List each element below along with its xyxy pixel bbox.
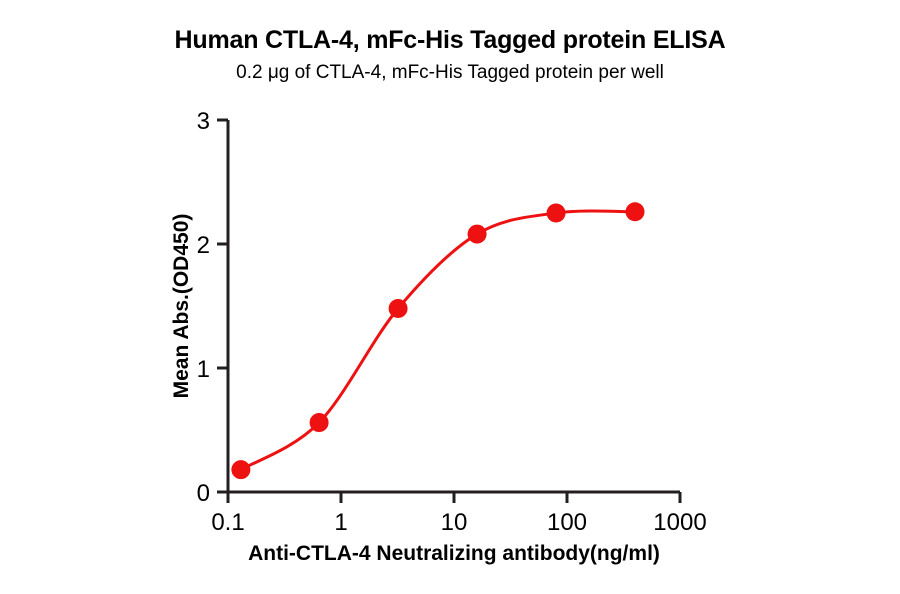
x-axis-title: Anti-CTLA-4 Neutralizing antibody(ng/ml) bbox=[248, 542, 660, 565]
data-point bbox=[231, 460, 251, 480]
data-point bbox=[625, 202, 645, 222]
x-tick-label: 1000 bbox=[653, 509, 706, 536]
x-axis-ticks: 0.1 1 10 100 1000 bbox=[211, 492, 707, 536]
chart-subtitle: 0.2 μg of CTLA-4, mFc-His Tagged protein… bbox=[236, 62, 664, 83]
data-point bbox=[309, 413, 329, 433]
x-tick-label: 1 bbox=[334, 509, 347, 536]
x-tick-label: 10 bbox=[441, 509, 468, 536]
axis-lines bbox=[218, 118, 682, 502]
y-axis-ticks: 0 1 2 3 bbox=[197, 108, 228, 507]
x-tick-label: 100 bbox=[547, 509, 587, 536]
y-tick-label: 3 bbox=[197, 108, 210, 135]
y-tick-label: 0 bbox=[197, 480, 210, 507]
data-point bbox=[467, 224, 487, 244]
page-title: Human CTLA-4, mFc-His Tagged protein ELI… bbox=[174, 26, 726, 54]
data-point-group bbox=[231, 202, 645, 480]
y-tick-label: 1 bbox=[197, 356, 210, 383]
y-tick-label: 2 bbox=[197, 232, 210, 259]
x-tick-label: 0.1 bbox=[211, 509, 244, 536]
data-point bbox=[388, 298, 408, 318]
y-axis-title: Mean Abs.(OD450) bbox=[170, 214, 193, 399]
data-point bbox=[546, 203, 566, 223]
fit-curve bbox=[240, 209, 636, 471]
